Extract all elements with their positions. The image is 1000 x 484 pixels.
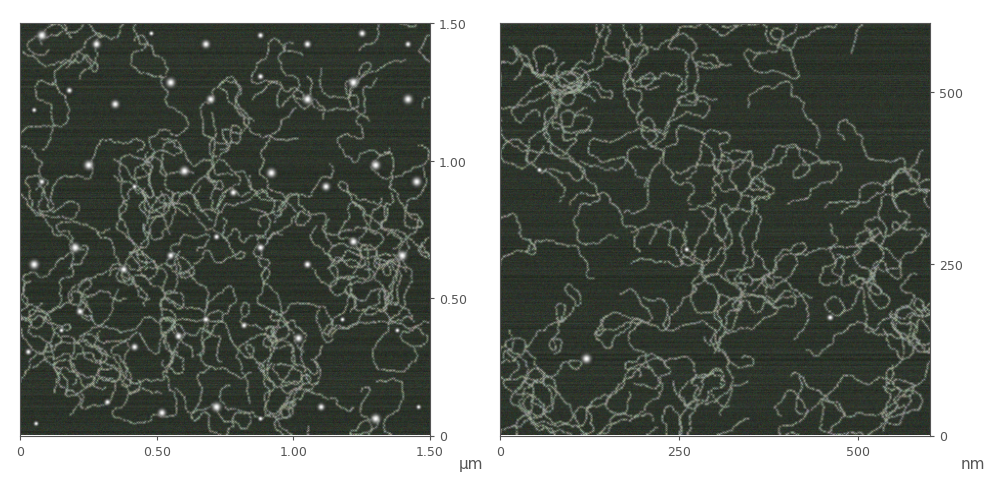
X-axis label: μm: μm <box>459 456 483 471</box>
X-axis label: nm: nm <box>961 456 985 471</box>
